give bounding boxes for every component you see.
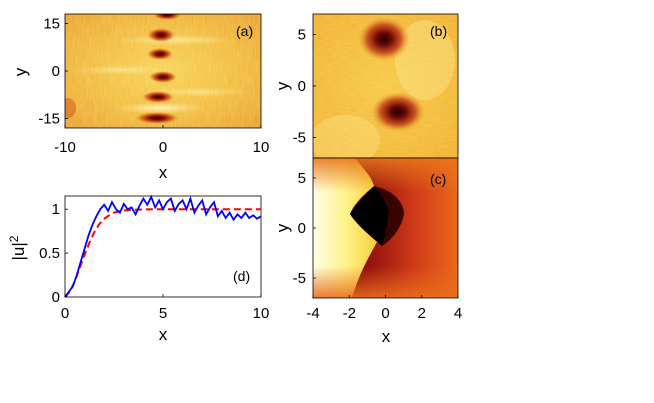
x-tick-label: -10 bbox=[54, 139, 76, 156]
panel-d-ylabel: |u|2 bbox=[7, 235, 28, 260]
y-tick-label: 15 bbox=[43, 16, 60, 33]
x-tick-label: -2 bbox=[343, 305, 356, 322]
panel-d-label: (d) bbox=[233, 268, 250, 284]
y-tick-label: 0 bbox=[52, 63, 60, 80]
x-tick-label: 0 bbox=[61, 305, 69, 322]
x-tick-label: 4 bbox=[454, 305, 462, 322]
x-tick-label: 0 bbox=[159, 139, 167, 156]
panel-a-xlabel: x bbox=[159, 163, 168, 182]
y-tick-label: 0 bbox=[298, 78, 306, 95]
y-tick-label: 5 bbox=[298, 27, 306, 44]
panel-a-y-ticks: 15 0 -15 bbox=[38, 16, 68, 128]
panel-a-ylabel: y bbox=[11, 67, 30, 76]
panel-c-y-ticks: 5 0 -5 bbox=[293, 170, 316, 287]
x-tick-label: 10 bbox=[253, 139, 270, 156]
panel-a-heatmap bbox=[65, 14, 261, 128]
panel-a-x-ticks: -10 0 10 bbox=[54, 125, 269, 156]
panel-b: (b) 5 0 -5 y bbox=[273, 13, 459, 159]
y-tick-label: 5 bbox=[298, 170, 306, 187]
panel-a-label: (a) bbox=[236, 23, 253, 39]
x-tick-label: 5 bbox=[159, 305, 167, 322]
x-tick-label: -4 bbox=[306, 305, 319, 322]
panel-b-label: (b) bbox=[430, 23, 447, 39]
y-tick-label: -15 bbox=[38, 111, 60, 128]
y-tick-label: 0 bbox=[52, 289, 60, 306]
panel-d-xlabel: x bbox=[159, 325, 168, 344]
panel-c-x-ticks: -4 -2 0 2 4 bbox=[306, 295, 462, 322]
panel-d: (d) 0 5 10 00.51 x |u|2 bbox=[7, 194, 270, 344]
panel-d-lines bbox=[64, 194, 262, 298]
y-tick-label: -5 bbox=[293, 270, 306, 287]
panel-b-ylabel: y bbox=[273, 81, 292, 90]
blue-series-line bbox=[64, 194, 262, 298]
y-tick-label: 0 bbox=[298, 220, 306, 237]
y-tick-label: -5 bbox=[293, 129, 306, 146]
panel-c-phase-map bbox=[313, 158, 458, 298]
panel-b-heatmap bbox=[313, 14, 458, 158]
panel-a: (a) -10 0 10 15 0 -15 x y bbox=[11, 13, 269, 182]
panel-d-x-ticks: 0 5 10 bbox=[61, 294, 270, 322]
panel-c-ylabel: y bbox=[273, 223, 292, 232]
y-tick-label: 0.5 bbox=[39, 245, 60, 262]
panel-c-xlabel: x bbox=[382, 327, 391, 346]
x-tick-label: 10 bbox=[253, 305, 270, 322]
x-tick-label: 2 bbox=[418, 305, 426, 322]
x-tick-label: 0 bbox=[381, 305, 389, 322]
y-tick-label: 1 bbox=[52, 201, 60, 218]
panel-d-y-ticks: 00.51 bbox=[39, 201, 68, 306]
panel-b-y-ticks: 5 0 -5 bbox=[293, 27, 316, 146]
panel-c-label: (c) bbox=[430, 171, 446, 187]
panel-c: (c) -4 -2 0 2 4 5 0 -5 x y bbox=[273, 157, 462, 346]
